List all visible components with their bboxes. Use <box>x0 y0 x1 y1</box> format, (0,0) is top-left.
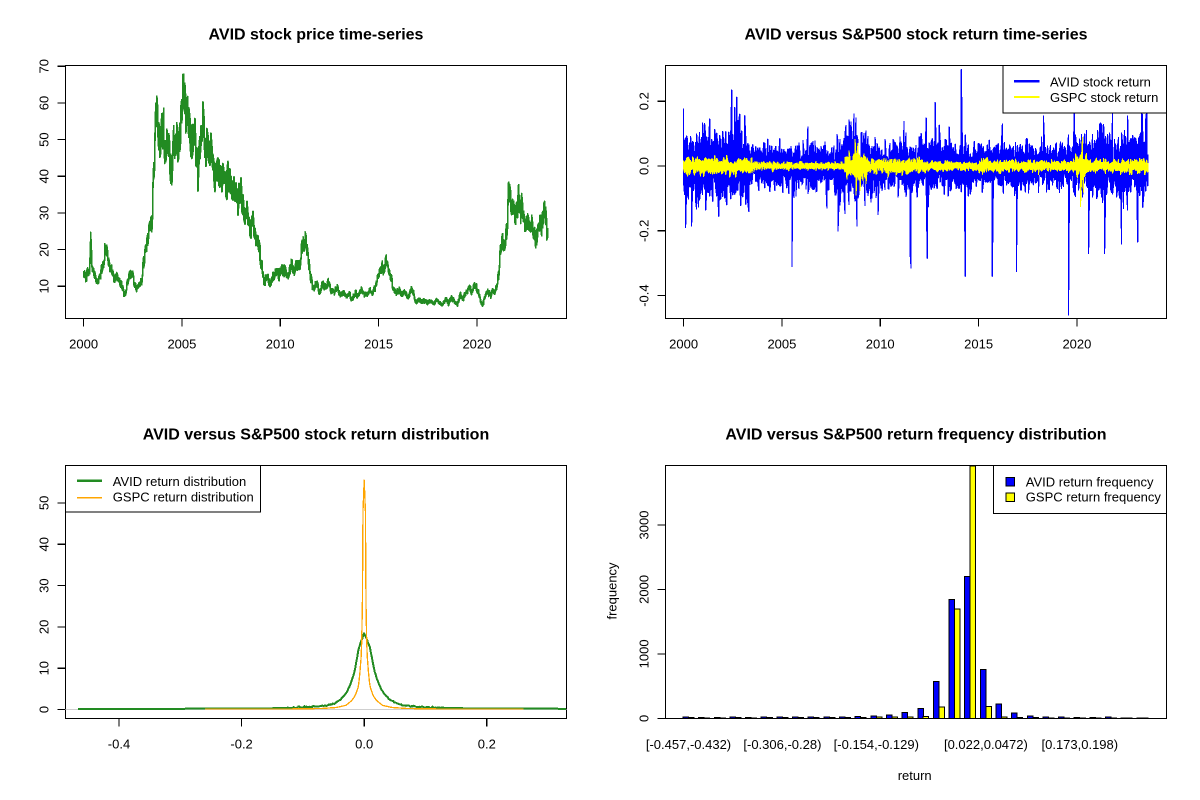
svg-text:10: 10 <box>37 279 52 293</box>
svg-text:40: 40 <box>37 169 52 183</box>
svg-text:70: 70 <box>37 59 52 73</box>
svg-text:3000: 3000 <box>637 511 652 540</box>
svg-text:30: 30 <box>37 206 52 220</box>
svg-text:GSPC return distribution: GSPC return distribution <box>113 490 254 505</box>
svg-text:0.2: 0.2 <box>637 92 652 110</box>
svg-text:20: 20 <box>37 242 52 256</box>
svg-text:2015: 2015 <box>364 337 393 352</box>
svg-text:[-0.154,-0.129): [-0.154,-0.129) <box>834 737 919 752</box>
svg-text:AVID versus S&P500 return freq: AVID versus S&P500 return frequency dist… <box>725 426 1106 443</box>
svg-text:[-0.457,-0.432): [-0.457,-0.432) <box>646 737 731 752</box>
svg-text:0: 0 <box>37 706 52 713</box>
svg-text:AVID return frequency: AVID return frequency <box>1026 474 1154 489</box>
svg-text:2005: 2005 <box>767 337 796 352</box>
svg-text:frequency: frequency <box>605 562 620 620</box>
svg-text:0: 0 <box>637 715 652 722</box>
svg-text:2010: 2010 <box>866 337 895 352</box>
svg-text:2000: 2000 <box>637 575 652 604</box>
svg-text:[0.022,0.0472): [0.022,0.0472) <box>944 737 1028 752</box>
svg-text:2000: 2000 <box>669 337 698 352</box>
svg-text:0.0: 0.0 <box>637 157 652 175</box>
svg-text:0.2: 0.2 <box>478 737 496 752</box>
svg-text:2015: 2015 <box>964 337 993 352</box>
svg-text:2020: 2020 <box>1062 337 1091 352</box>
svg-text:20: 20 <box>37 620 52 634</box>
svg-text:GSPC return frequency: GSPC return frequency <box>1026 490 1162 505</box>
svg-text:-0.2: -0.2 <box>230 737 252 752</box>
svg-text:2000: 2000 <box>69 337 98 352</box>
svg-text:50: 50 <box>37 496 52 510</box>
svg-text:40: 40 <box>37 537 52 551</box>
svg-text:30: 30 <box>37 578 52 592</box>
svg-text:-0.4: -0.4 <box>637 284 652 306</box>
svg-text:AVID stock return: AVID stock return <box>1050 74 1151 89</box>
svg-text:10: 10 <box>37 661 52 675</box>
svg-text:0.0: 0.0 <box>355 737 373 752</box>
svg-text:AVID stock price time-series: AVID stock price time-series <box>209 26 424 43</box>
svg-text:1000: 1000 <box>637 639 652 668</box>
svg-text:-0.2: -0.2 <box>637 220 652 242</box>
svg-text:2010: 2010 <box>266 337 295 352</box>
svg-text:AVID return distribution: AVID return distribution <box>113 474 246 489</box>
svg-text:60: 60 <box>37 96 52 110</box>
svg-text:GSPC stock return: GSPC stock return <box>1050 90 1158 105</box>
svg-text:AVID versus S&P500 stock retur: AVID versus S&P500 stock return distribu… <box>143 426 489 443</box>
svg-text:AVID versus S&P500 stock retur: AVID versus S&P500 stock return time-ser… <box>745 26 1088 43</box>
svg-text:-0.4: -0.4 <box>108 737 130 752</box>
svg-text:2020: 2020 <box>462 337 491 352</box>
svg-text:return: return <box>898 768 932 783</box>
svg-text:[0.173,0.198): [0.173,0.198) <box>1041 737 1118 752</box>
svg-text:2005: 2005 <box>167 337 196 352</box>
svg-text:[-0.306,-0.28): [-0.306,-0.28) <box>743 737 821 752</box>
svg-text:50: 50 <box>37 132 52 146</box>
